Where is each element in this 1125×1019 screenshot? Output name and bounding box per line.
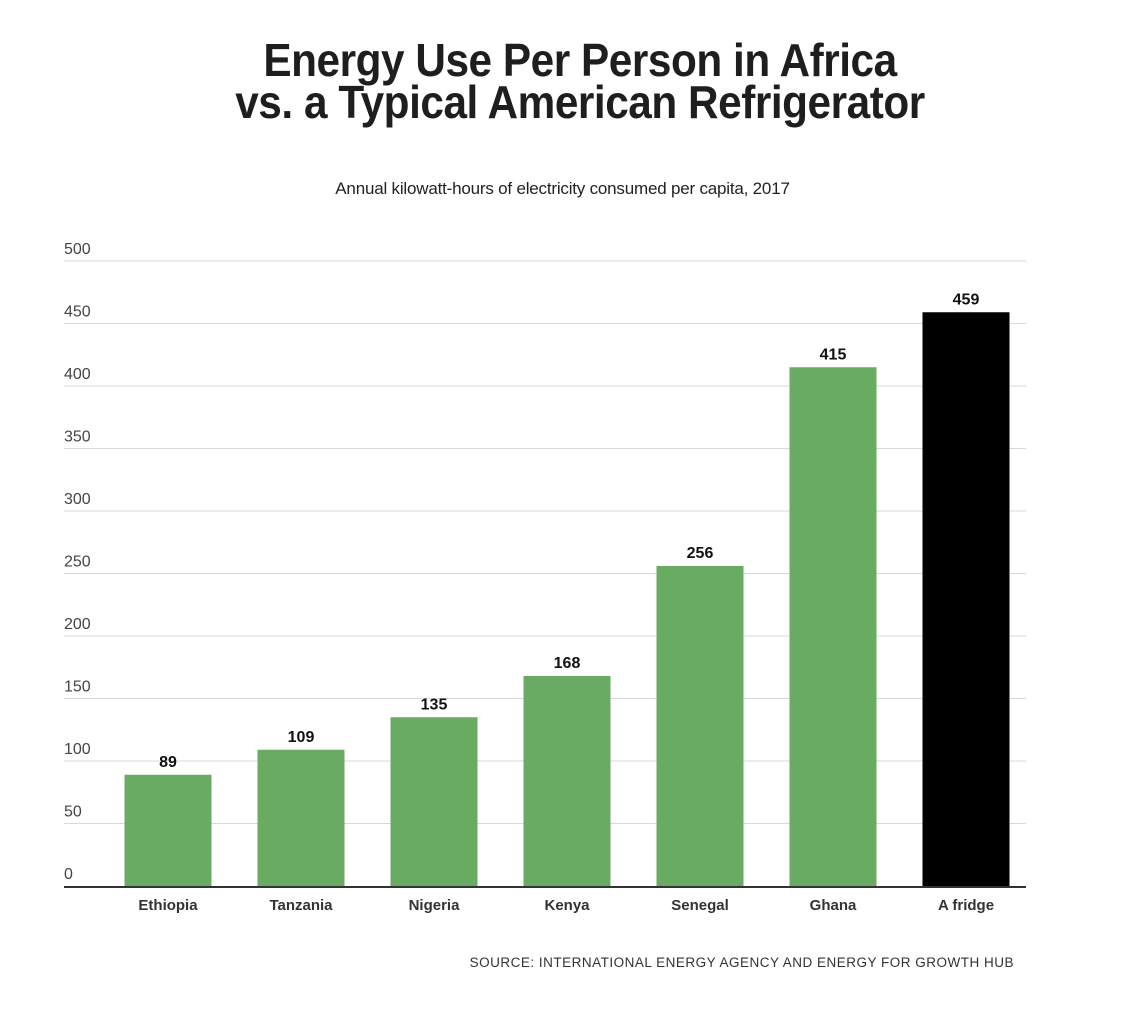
bar-value-label: 459: [953, 291, 980, 308]
bar-value-label: 415: [820, 346, 847, 363]
source-note: SOURCE: INTERNATIONAL ENERGY AGENCY AND …: [469, 955, 1014, 970]
y-tick-label: 50: [64, 804, 82, 821]
x-tick-label: Senegal: [671, 897, 729, 914]
bar-ethiopia: [124, 774, 212, 886]
y-axis-ticks: 0 50 100 150 200 250 300 350 400 450 500: [64, 241, 91, 883]
bar-tanzania: [257, 749, 345, 886]
y-tick-label: 250: [64, 554, 91, 571]
y-tick-label: 200: [64, 616, 91, 633]
chart-title-line-2: vs. a Typical American Refrigerator: [235, 76, 925, 128]
bar-senegal: [656, 566, 744, 886]
x-tick-label: Ghana: [810, 897, 857, 914]
bars: [124, 312, 1010, 886]
x-tick-label: A fridge: [938, 897, 994, 914]
bar-value-label: 168: [554, 655, 581, 672]
y-tick-label: 300: [64, 491, 91, 508]
bar-nigeria: [390, 717, 478, 886]
bar-a-fridge: [922, 312, 1010, 886]
bar-ghana: [789, 367, 877, 886]
x-tick-label: Tanzania: [269, 897, 333, 914]
x-tick-label: Ethiopia: [138, 897, 198, 914]
y-tick-label: 500: [64, 241, 91, 258]
bar-value-label: 256: [687, 545, 714, 562]
y-tick-label: 450: [64, 304, 91, 321]
y-tick-label: 0: [64, 866, 73, 883]
y-tick-label: 100: [64, 741, 91, 758]
y-tick-label: 150: [64, 679, 91, 696]
chart-title-line-1: Energy Use Per Person in Africa: [263, 34, 897, 86]
y-tick-label: 400: [64, 366, 91, 383]
chart-subtitle: Annual kilowatt-hours of electricity con…: [335, 179, 790, 198]
x-axis-ticks: Ethiopia Tanzania Nigeria Kenya Senegal Ghana…: [138, 897, 994, 914]
x-tick-label: Nigeria: [409, 897, 461, 914]
x-tick-label: Kenya: [544, 897, 590, 914]
bar-kenya: [523, 676, 611, 886]
y-tick-label: 350: [64, 429, 91, 446]
bar-value-label: 135: [421, 696, 448, 713]
bar-value-label: 109: [288, 729, 315, 746]
bar-value-label: 89: [159, 754, 177, 771]
bar-value-labels: 89 109 135 168 256 415 459: [159, 291, 979, 771]
